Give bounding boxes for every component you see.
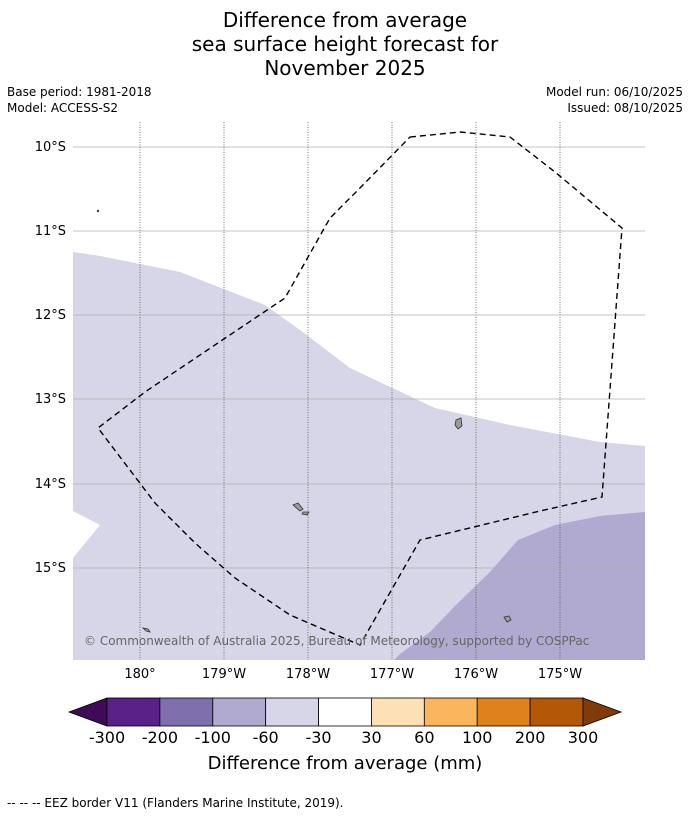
colorbar-segment	[159, 697, 214, 727]
base-period: Base period: 1981-2018	[7, 85, 152, 99]
colorbar-segment	[106, 697, 161, 727]
colorbar-tick-label: -100	[194, 728, 231, 747]
lat-labels: 10°S 11°S 12°S 13°S 14°S 15°S	[35, 140, 66, 576]
lon-label: 178°W	[286, 667, 330, 682]
title-line-1: Difference from average	[222, 8, 468, 32]
map-title: Difference from average sea surface heig…	[0, 8, 690, 80]
meta-right: Model run: 06/10/2025 Issued: 08/10/2025	[546, 84, 683, 116]
lat-label: 10°S	[35, 140, 66, 155]
colorbar-segment	[318, 697, 372, 727]
map-frame: © Commonwealth of Australia 2025, Bureau…	[35, 122, 645, 682]
lat-label: 12°S	[35, 308, 66, 323]
lat-label: 14°S	[35, 477, 66, 492]
lat-gridlines	[73, 146, 645, 569]
lon-label: 177°W	[370, 667, 414, 682]
lon-label: 179°W	[202, 667, 246, 682]
islands	[96, 209, 512, 633]
anomaly-region-medium	[394, 512, 645, 660]
island-f	[96, 209, 100, 213]
colorbar-tick-label: 30	[361, 728, 382, 747]
colorbar-extend-high	[582, 697, 623, 727]
lat-label: 11°S	[35, 224, 66, 239]
lat-label: 13°S	[35, 392, 66, 407]
lon-labels: 180° 179°W 178°W 177°W 176°W 175°W	[124, 667, 582, 682]
lon-gridlines	[139, 122, 561, 660]
colorbar-segment	[265, 697, 319, 727]
colorbar-segment	[212, 697, 267, 727]
model-name: Model: ACCESS-S2	[7, 101, 119, 115]
colorbar-segment	[476, 697, 531, 727]
lon-label: 176°W	[454, 667, 498, 682]
title-line-2: sea surface height forecast for	[191, 32, 499, 56]
colorbar-tick-label: 100	[461, 728, 493, 747]
copyright-text: © Commonwealth of Australia 2025, Bureau…	[84, 634, 589, 648]
colorbar-tick-label: -30	[305, 728, 332, 747]
island-c	[301, 511, 310, 516]
colorbar	[67, 697, 623, 727]
colorbar-tick-label: 300	[567, 728, 599, 747]
eez-border	[97, 131, 623, 646]
footer-note: -- -- -- EEZ border V11 (Flanders Marine…	[7, 796, 344, 810]
model-run: Model run: 06/10/2025	[545, 85, 683, 99]
island-a	[454, 417, 463, 430]
island-d	[503, 615, 512, 623]
lon-label: 180°	[124, 667, 155, 682]
colorbar-tick-label: -300	[88, 728, 126, 747]
colorbar-title: Difference from average (mm)	[207, 753, 483, 774]
island-b	[292, 502, 304, 512]
colorbar-tick-label: -200	[141, 728, 179, 747]
colorbar-tick-label: 60	[414, 728, 435, 747]
anomaly-region-light	[73, 252, 645, 660]
colorbar-segment	[371, 697, 425, 727]
lat-label: 15°S	[35, 561, 66, 576]
colorbar-extend-low	[67, 697, 108, 727]
title-line-3: November 2025	[264, 56, 426, 80]
colorbar-tick-label: -60	[252, 728, 279, 747]
issued-date: Issued: 08/10/2025	[567, 101, 683, 115]
colorbar-segment	[529, 697, 584, 727]
meta-left: Base period: 1981-2018 Model: ACCESS-S2	[7, 84, 152, 116]
colorbar-segment	[423, 697, 478, 727]
colorbar-tick-label: 200	[514, 728, 546, 747]
island-e	[141, 627, 151, 633]
lon-label: 175°W	[538, 667, 582, 682]
